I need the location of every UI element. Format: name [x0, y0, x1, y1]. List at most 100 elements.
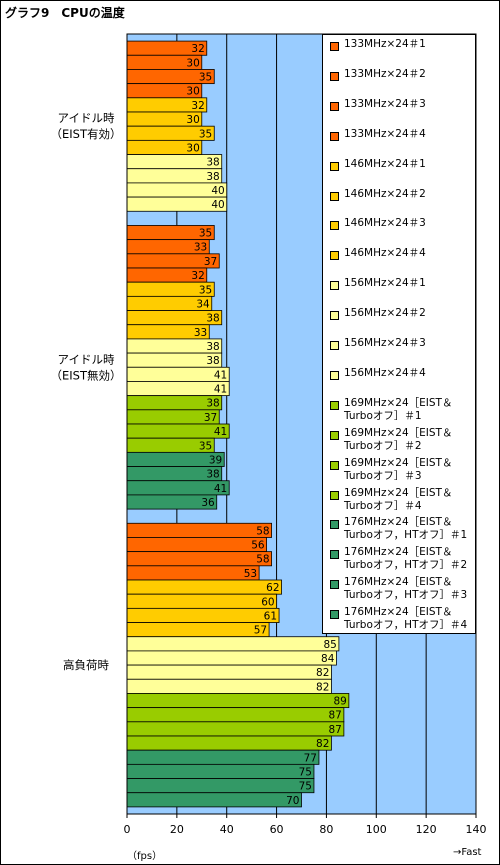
bar-value-label: 37 [204, 412, 217, 424]
legend-swatch [330, 281, 339, 291]
bar-value-label: 35 [199, 284, 212, 296]
bar-value-label: 75 [299, 781, 312, 793]
bar [126, 749, 320, 765]
legend-swatch [330, 580, 339, 590]
legend-swatch [330, 460, 339, 470]
bar-value-label: 70 [286, 795, 299, 807]
bar-value-label: 58 [256, 525, 269, 537]
legend-label: 156MHz×24＃4 [344, 366, 426, 379]
bar-value-label: 38 [206, 341, 219, 353]
bar-value-label: 61 [264, 610, 277, 622]
bar-value-label: 62 [266, 582, 279, 594]
bar-value-label: 33 [194, 242, 207, 254]
bar [126, 735, 332, 751]
legend-swatch [330, 311, 339, 321]
bar-value-label: 58 [256, 554, 269, 566]
bar [126, 537, 268, 553]
x-tick-label: 40 [220, 823, 234, 836]
legend-label: 169MHz×24［EIST＆Turboオフ］＃2 [344, 426, 453, 452]
legend-item: 169MHz×24［EIST＆Turboオフ］＃3 [323, 457, 473, 483]
bar [126, 792, 302, 808]
bar [126, 778, 315, 794]
bar [126, 565, 260, 581]
bar-value-label: 36 [201, 497, 215, 509]
bar-value-label: 37 [204, 256, 217, 268]
bar-value-label: 32 [191, 100, 204, 112]
bar-value-label: 56 [251, 540, 265, 552]
legend-swatch [330, 101, 339, 111]
legend-label: 176MHz×24［EIST＆Turboオフ，HTオフ］＃4 [344, 606, 468, 632]
x-tick-label: 120 [416, 823, 437, 836]
legend-label: 133MHz×24＃2 [344, 67, 426, 80]
legend-item: 156MHz×24＃2 [323, 307, 473, 321]
bar-value-label: 38 [206, 157, 219, 169]
bar-value-label: 30 [186, 142, 199, 154]
bar [126, 593, 277, 609]
legend-swatch [330, 42, 339, 51]
legend-item: 133MHz×24＃3 [323, 98, 473, 111]
bar-value-label: 38 [206, 398, 219, 410]
bar [126, 522, 272, 538]
legend-swatch [330, 191, 339, 201]
bar-value-label: 87 [329, 724, 342, 736]
legend-swatch [330, 520, 339, 530]
plot-border [126, 33, 477, 815]
bar-value-label: 57 [254, 625, 267, 637]
chart-title: グラフ9 CPUの温度 [5, 6, 125, 20]
bar [126, 622, 270, 638]
legend-label: 133MHz×24＃1 [344, 38, 426, 50]
legend-item: 156MHz×24＃1 [323, 277, 473, 291]
chart-legend: 133MHz×24＃1 133MHz×24＃2 133MHz×24＃3 133MHz×… [322, 34, 476, 634]
legend-label: 146MHz×24＃2 [344, 187, 426, 200]
bar-value-label: 82 [316, 667, 329, 679]
bar-value-label: 38 [206, 313, 219, 325]
legend-swatch [330, 161, 339, 171]
bar-value-label: 87 [329, 710, 342, 722]
legend-item: 156MHz×24＃3 [323, 337, 473, 350]
bar-value-label: 41 [214, 369, 227, 381]
legend-label: 156MHz×24＃1 [344, 277, 426, 290]
x-tick-label: 60 [270, 823, 284, 836]
bar-value-label: 40 [211, 185, 224, 197]
category-label: アイドル時（EIST無効） [51, 352, 122, 382]
bar-value-label: 30 [186, 57, 199, 69]
bar [126, 763, 315, 779]
legend-swatch [330, 341, 339, 350]
bar-value-label: 32 [191, 270, 204, 282]
legend-swatch [330, 370, 339, 380]
bar-value-label: 82 [316, 738, 329, 750]
legend-item: 133MHz×24＃2 [323, 68, 473, 81]
bar-value-label: 75 [299, 766, 312, 778]
bar-value-label: 89 [333, 696, 346, 708]
legend-label: 169MHz×24［EIST＆Turboオフ］＃1 [344, 396, 453, 422]
legend-label: 176MHz×24［EIST＆Turboオフ，HTオフ］＃2 [344, 546, 468, 572]
bar-value-label: 85 [324, 639, 337, 651]
legend-label: 156MHz×24＃2 [344, 307, 426, 320]
legend-label: 156MHz×24＃3 [344, 337, 426, 349]
bar-value-label: 41 [214, 384, 227, 396]
legend-item: 146MHz×24＃2 [323, 188, 473, 201]
legend-item: 176MHz×24［EIST＆Turboオフ，HTオフ］＃2 [323, 546, 473, 572]
bar-value-label: 35 [199, 72, 212, 84]
category-label: アイドル時（EIST有効） [51, 111, 122, 141]
x-tick-label: 80 [319, 823, 333, 836]
legend-label: 146MHz×24＃1 [344, 157, 426, 170]
bar-value-label: 32 [191, 43, 204, 55]
legend-swatch [330, 131, 339, 141]
bar-value-label: 38 [206, 355, 219, 367]
bar [126, 551, 272, 567]
legend-item: 176MHz×24［EIST＆Turboオフ，HTオフ］＃4 [323, 606, 473, 632]
bar-value-label: 60 [261, 596, 274, 608]
bar-value-label: 38 [206, 171, 219, 183]
legend-label: 176MHz×24［EIST＆Turboオフ，HTオフ］＃3 [344, 576, 468, 602]
bar-value-label: 33 [194, 327, 207, 339]
legend-swatch [330, 221, 339, 231]
legend-label: 133MHz×24＃4 [344, 127, 426, 140]
bar [126, 678, 332, 694]
x-tick-label: 100 [366, 823, 387, 836]
bar [126, 650, 337, 666]
bar-value-label: 38 [206, 469, 219, 481]
x-tick-label: 20 [170, 823, 184, 836]
legend-label: 133MHz×24＃3 [344, 97, 426, 110]
bar-value-label: 40 [211, 199, 224, 211]
